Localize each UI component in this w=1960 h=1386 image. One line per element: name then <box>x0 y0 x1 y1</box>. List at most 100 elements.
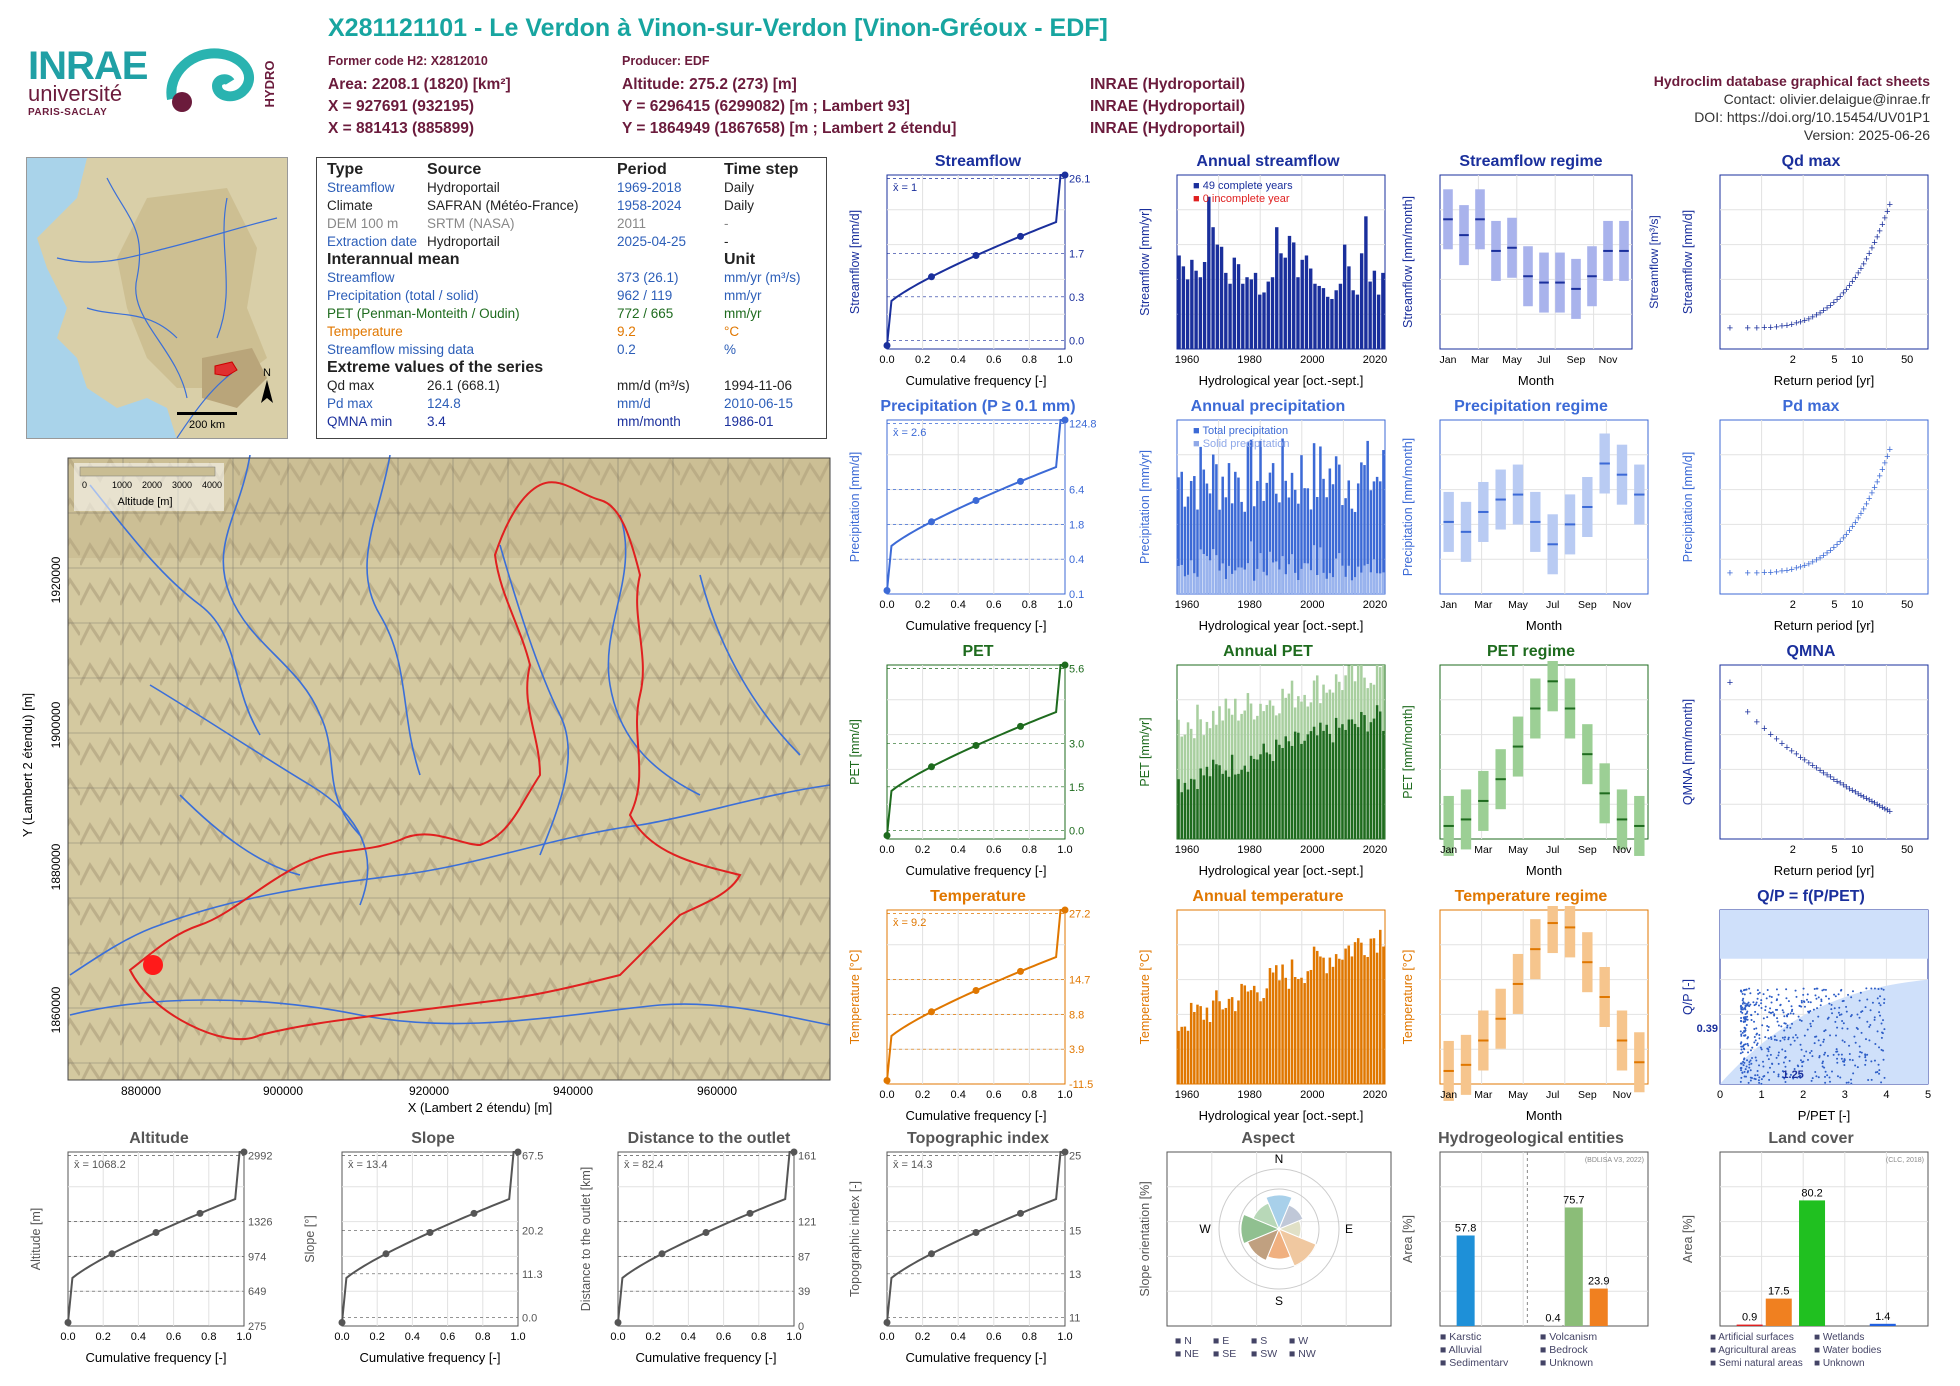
bar <box>1379 929 1382 1084</box>
scatter-point: + <box>1768 729 1774 741</box>
scatter-point <box>1823 1053 1826 1056</box>
scatter-point <box>1800 1019 1803 1022</box>
info-row: DEM 100 m SRTM (NASA) 2011- <box>327 216 729 231</box>
bar <box>1353 511 1357 594</box>
scatter-point <box>1754 1010 1757 1013</box>
scatter-point <box>1783 1015 1786 1018</box>
bar-secondary <box>1177 779 1180 839</box>
bar <box>1376 294 1381 349</box>
x-axis-label: Hydrological year [oct.-sept.] <box>1199 1108 1364 1123</box>
cdf-line <box>886 664 1065 836</box>
scatter-point: + <box>1874 231 1880 243</box>
scatter-point: + <box>1813 555 1819 567</box>
source-note: (BDLISA V3, 2022) <box>1585 1157 1644 1164</box>
quantile-label: 26.1 <box>1069 173 1090 185</box>
aspect-sector <box>1246 1228 1280 1262</box>
x-axis-label: Cumulative frequency [-] <box>906 1350 1047 1365</box>
legend-item: ■ Total precipitation <box>1193 425 1288 437</box>
bar-secondary <box>1379 573 1382 594</box>
scatter-point: + <box>1866 493 1872 505</box>
bar <box>1180 471 1183 594</box>
scatter-point: + <box>1789 564 1795 576</box>
annual-temperature-panel: Annual temperature Hydrological year [oct… <box>1137 888 1399 1128</box>
bar-label: 23.9 <box>1588 1276 1609 1288</box>
scatter-point: + <box>1784 320 1790 332</box>
bar-secondary <box>1205 766 1209 839</box>
quantile-point <box>883 1319 891 1327</box>
scatter-point <box>1755 1059 1758 1062</box>
legend-item: ■ NW <box>1289 1348 1316 1360</box>
bar <box>1232 257 1237 349</box>
bar <box>1207 196 1211 349</box>
x-tick: 0.2 <box>915 354 930 366</box>
bar <box>1331 484 1335 594</box>
x-axis-label: Cumulative frequency [-] <box>636 1350 777 1365</box>
annual-streamflow-panel: Annual streamflow Hydrological year [oct.… <box>1137 153 1399 393</box>
scatter-point <box>1878 1069 1881 1072</box>
quantile-label: 0.0 <box>1069 335 1084 347</box>
doi-link[interactable]: DOI: https://doi.org/10.15454/UV01P1 <box>1694 109 1930 125</box>
contact[interactable]: Contact: olivier.delaigue@inrae.fr <box>1723 91 1930 107</box>
scatter-point: + <box>1820 305 1826 317</box>
x-tick: 10 <box>1851 354 1863 366</box>
scatter-point <box>1740 1048 1743 1051</box>
scatter-point <box>1869 1009 1872 1012</box>
scatter-point <box>1748 987 1751 990</box>
scatter-point <box>1810 1079 1813 1082</box>
scatter-point <box>1823 1066 1826 1069</box>
scatter-point: + <box>1806 758 1812 770</box>
bar-secondary <box>1234 570 1237 594</box>
x-axis-label: Return period [yr] <box>1774 373 1874 388</box>
info-row: Streamflow Hydroportail 1969-2018 Daily <box>327 180 755 195</box>
bar-secondary <box>1199 768 1202 839</box>
x-tick: 0.6 <box>440 1331 455 1343</box>
pd-max-title: Pd max <box>1782 398 1840 415</box>
scatter-point <box>1751 1056 1754 1059</box>
scatter-point <box>1744 1020 1747 1023</box>
bar <box>1283 257 1287 349</box>
bar-secondary <box>1309 731 1313 839</box>
scatter-point <box>1845 1005 1848 1008</box>
scatter-point: + <box>1882 803 1888 815</box>
bar <box>1338 958 1341 1084</box>
scatter-point <box>1762 1065 1765 1068</box>
scatter-point <box>1824 1029 1827 1032</box>
scatter-point <box>1758 1076 1761 1079</box>
compass-label: S <box>1275 1294 1283 1308</box>
producer: Producer: EDF <box>622 54 710 68</box>
x-axis-label: Month <box>1518 373 1554 388</box>
scatter-point <box>1830 1008 1833 1011</box>
scatter-point <box>1858 999 1861 1002</box>
bar <box>1306 971 1310 1084</box>
bar <box>1190 259 1194 349</box>
bar-secondary <box>1278 569 1281 594</box>
scatter-point <box>1749 1069 1752 1072</box>
bar-secondary <box>1331 742 1335 839</box>
scatter-point <box>1775 1039 1778 1042</box>
scatter-point <box>1785 988 1788 991</box>
scatter-point <box>1882 988 1885 991</box>
scatter-point <box>1854 1041 1857 1044</box>
scatter-point <box>1739 1010 1742 1013</box>
bar <box>1869 1323 1896 1326</box>
x-tick: 2000 <box>1300 599 1324 611</box>
france-locator-map: 200 km N <box>26 157 288 439</box>
plot-frame <box>1176 909 1386 1085</box>
scatter-point <box>1833 1007 1836 1010</box>
x-tick: 5 <box>1831 354 1837 366</box>
qmna-title: QMNA <box>1786 643 1836 660</box>
scatter-point <box>1787 1038 1790 1041</box>
bar-secondary <box>1287 741 1291 839</box>
bar-secondary <box>1331 577 1335 594</box>
x-axis-label: Month <box>1526 863 1562 878</box>
legend-item: ■ S <box>1251 1335 1267 1347</box>
bar <box>1245 277 1249 349</box>
y-axis-label: Area [%] <box>1401 1215 1415 1263</box>
basin-map[interactable]: 880000 900000 920000 940000 960000 1920000 190… <box>0 454 840 1115</box>
scatter-point: + <box>1817 553 1823 565</box>
bar-secondary <box>1297 580 1300 594</box>
scatter-point <box>1837 1053 1840 1056</box>
scatter-point: + <box>1874 799 1880 811</box>
bar <box>1181 266 1186 349</box>
bar-secondary <box>1372 718 1376 839</box>
